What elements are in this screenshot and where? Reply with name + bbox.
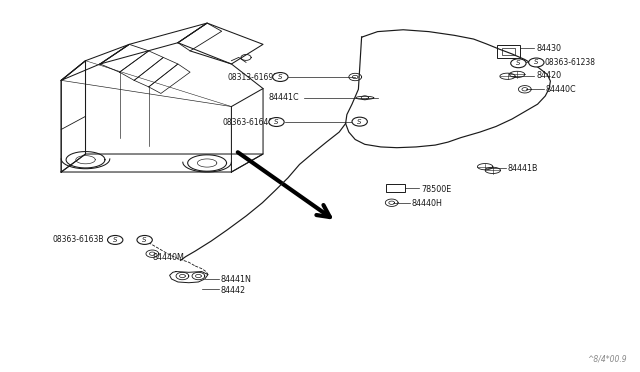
Bar [386,184,405,192]
Text: 84440M: 84440M [152,253,184,262]
Text: 84442: 84442 [221,286,246,295]
Circle shape [273,73,288,81]
Text: S: S [142,237,147,243]
Circle shape [108,235,123,244]
Text: 78500E: 78500E [421,185,451,194]
Bar [502,48,515,55]
Text: 84441B: 84441B [508,164,538,173]
Text: S: S [534,60,539,65]
Text: 08363-6163B: 08363-6163B [53,235,104,244]
Text: 84440H: 84440H [412,199,442,208]
Text: S: S [357,119,362,125]
Text: ^8/4*00.9: ^8/4*00.9 [588,355,627,364]
Text: S: S [274,119,279,125]
Circle shape [352,117,367,126]
Circle shape [137,235,152,244]
Text: 84441C: 84441C [269,93,300,102]
Circle shape [529,58,544,67]
Text: S: S [278,74,283,80]
Circle shape [511,59,526,68]
Text: 84441N: 84441N [221,275,252,283]
Text: 84420: 84420 [536,71,561,80]
Text: S: S [113,237,118,243]
Text: S: S [516,60,521,66]
Text: 08363-61238: 08363-61238 [545,58,596,67]
Text: 84430: 84430 [536,44,561,53]
Text: 08363-61648: 08363-61648 [223,118,274,126]
Bar [497,45,520,58]
Text: 08313-61697: 08313-61697 [227,73,278,81]
Circle shape [269,118,284,126]
Text: 84440C: 84440C [546,85,577,94]
